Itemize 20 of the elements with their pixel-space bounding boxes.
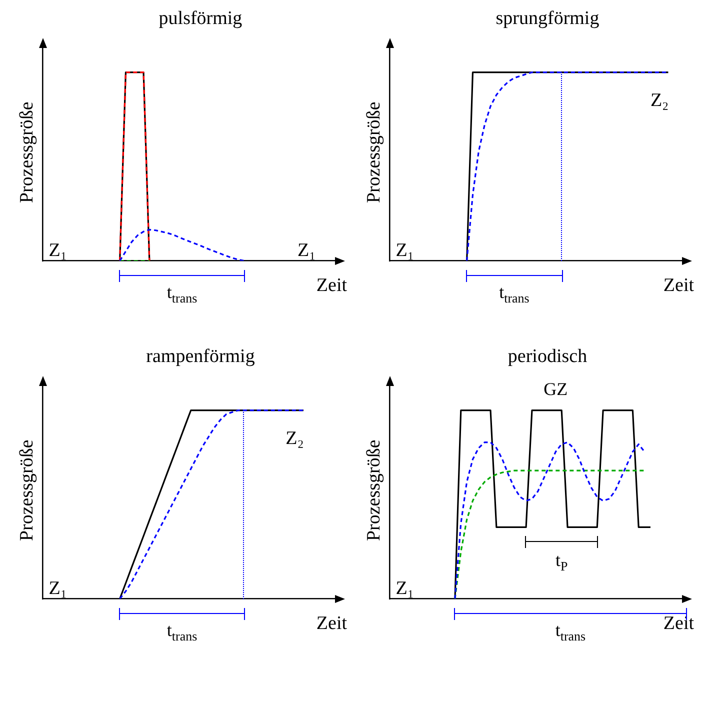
annotation: Z₁ — [48, 578, 67, 599]
y-axis-title: Prozessgröße — [363, 440, 384, 542]
x-axis-title: Zeit — [316, 612, 348, 634]
y-axis-title: Prozessgröße — [363, 102, 384, 204]
x-axis-title: Zeit — [316, 274, 348, 296]
chart-title: periodisch — [506, 346, 588, 369]
chart-title: pulsförmig — [158, 8, 244, 31]
annotation: Z₁ — [298, 240, 316, 261]
annotation: Z₁ — [48, 240, 67, 261]
y-axis-title: Prozessgröße — [16, 102, 38, 204]
annotation: Z₁ — [396, 578, 414, 599]
chart-title: rampenförmig — [145, 346, 256, 369]
annotation: Z₂ — [650, 90, 669, 112]
y-axis-title: Prozessgröße — [16, 440, 38, 542]
annotation: Z₂ — [286, 428, 304, 450]
x-axis-title: Zeit — [663, 612, 695, 634]
chart-title: sprungförmig — [494, 8, 600, 31]
x-axis-title: Zeit — [663, 274, 695, 296]
text: GZ — [544, 379, 568, 400]
annotation: Z₁ — [396, 240, 414, 261]
